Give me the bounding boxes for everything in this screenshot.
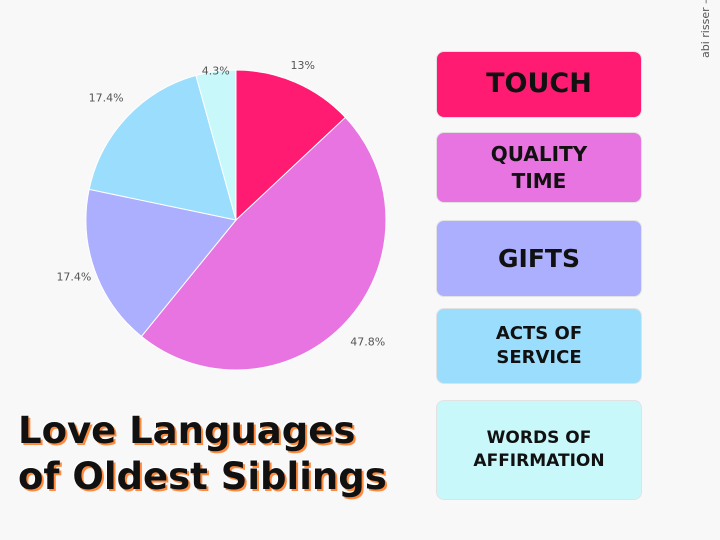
value-label: 47.8% — [350, 336, 385, 349]
pie-slice — [140, 116, 387, 371]
value-label: 4.3% — [202, 64, 230, 77]
pie-slice — [85, 188, 237, 338]
pie-slice — [235, 69, 347, 222]
legend-item: WORDS OF AFFIRMATION — [436, 400, 642, 500]
legend-item: GIFTS — [436, 220, 642, 297]
legend-item: QUALITY TIME — [436, 132, 642, 203]
credit: abi risser — 2022 — [699, 0, 712, 58]
legend-item: ACTS OF SERVICE — [436, 308, 642, 384]
chart-title: Love Languages of Oldest Siblings — [18, 409, 387, 498]
value-label: 17.4% — [56, 271, 91, 284]
value-label: 13% — [291, 59, 315, 72]
pie-slice — [88, 74, 237, 221]
pie-slice — [195, 69, 237, 221]
legend-item: TOUCH — [436, 51, 642, 118]
value-label: 17.4% — [89, 91, 124, 104]
